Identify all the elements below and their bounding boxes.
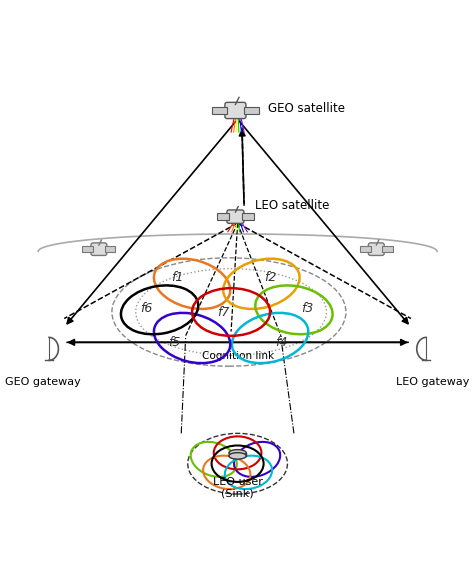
FancyBboxPatch shape (82, 246, 93, 252)
Ellipse shape (229, 453, 246, 459)
Ellipse shape (229, 450, 246, 456)
FancyBboxPatch shape (105, 246, 116, 252)
FancyBboxPatch shape (91, 243, 107, 256)
FancyBboxPatch shape (217, 214, 229, 220)
Text: GEO satellite: GEO satellite (268, 102, 345, 115)
Text: Cognition link: Cognition link (201, 351, 273, 361)
Text: f4: f4 (275, 336, 287, 349)
Text: f5: f5 (169, 336, 181, 349)
Text: LEO satellite: LEO satellite (255, 199, 329, 212)
FancyBboxPatch shape (244, 106, 259, 114)
Text: LEO gateway: LEO gateway (396, 377, 469, 387)
Text: LEO user
(Sink): LEO user (Sink) (213, 477, 263, 498)
Text: f6: f6 (140, 302, 153, 315)
FancyBboxPatch shape (242, 214, 254, 220)
Text: GEO gateway: GEO gateway (5, 377, 81, 387)
Text: f1: f1 (171, 271, 183, 284)
FancyBboxPatch shape (368, 243, 384, 256)
FancyBboxPatch shape (382, 246, 393, 252)
Text: f2: f2 (264, 271, 276, 284)
FancyBboxPatch shape (227, 210, 244, 223)
Text: f3: f3 (301, 302, 313, 315)
FancyBboxPatch shape (360, 246, 371, 252)
FancyBboxPatch shape (212, 106, 227, 114)
Text: f7: f7 (218, 305, 230, 318)
FancyBboxPatch shape (225, 102, 246, 119)
